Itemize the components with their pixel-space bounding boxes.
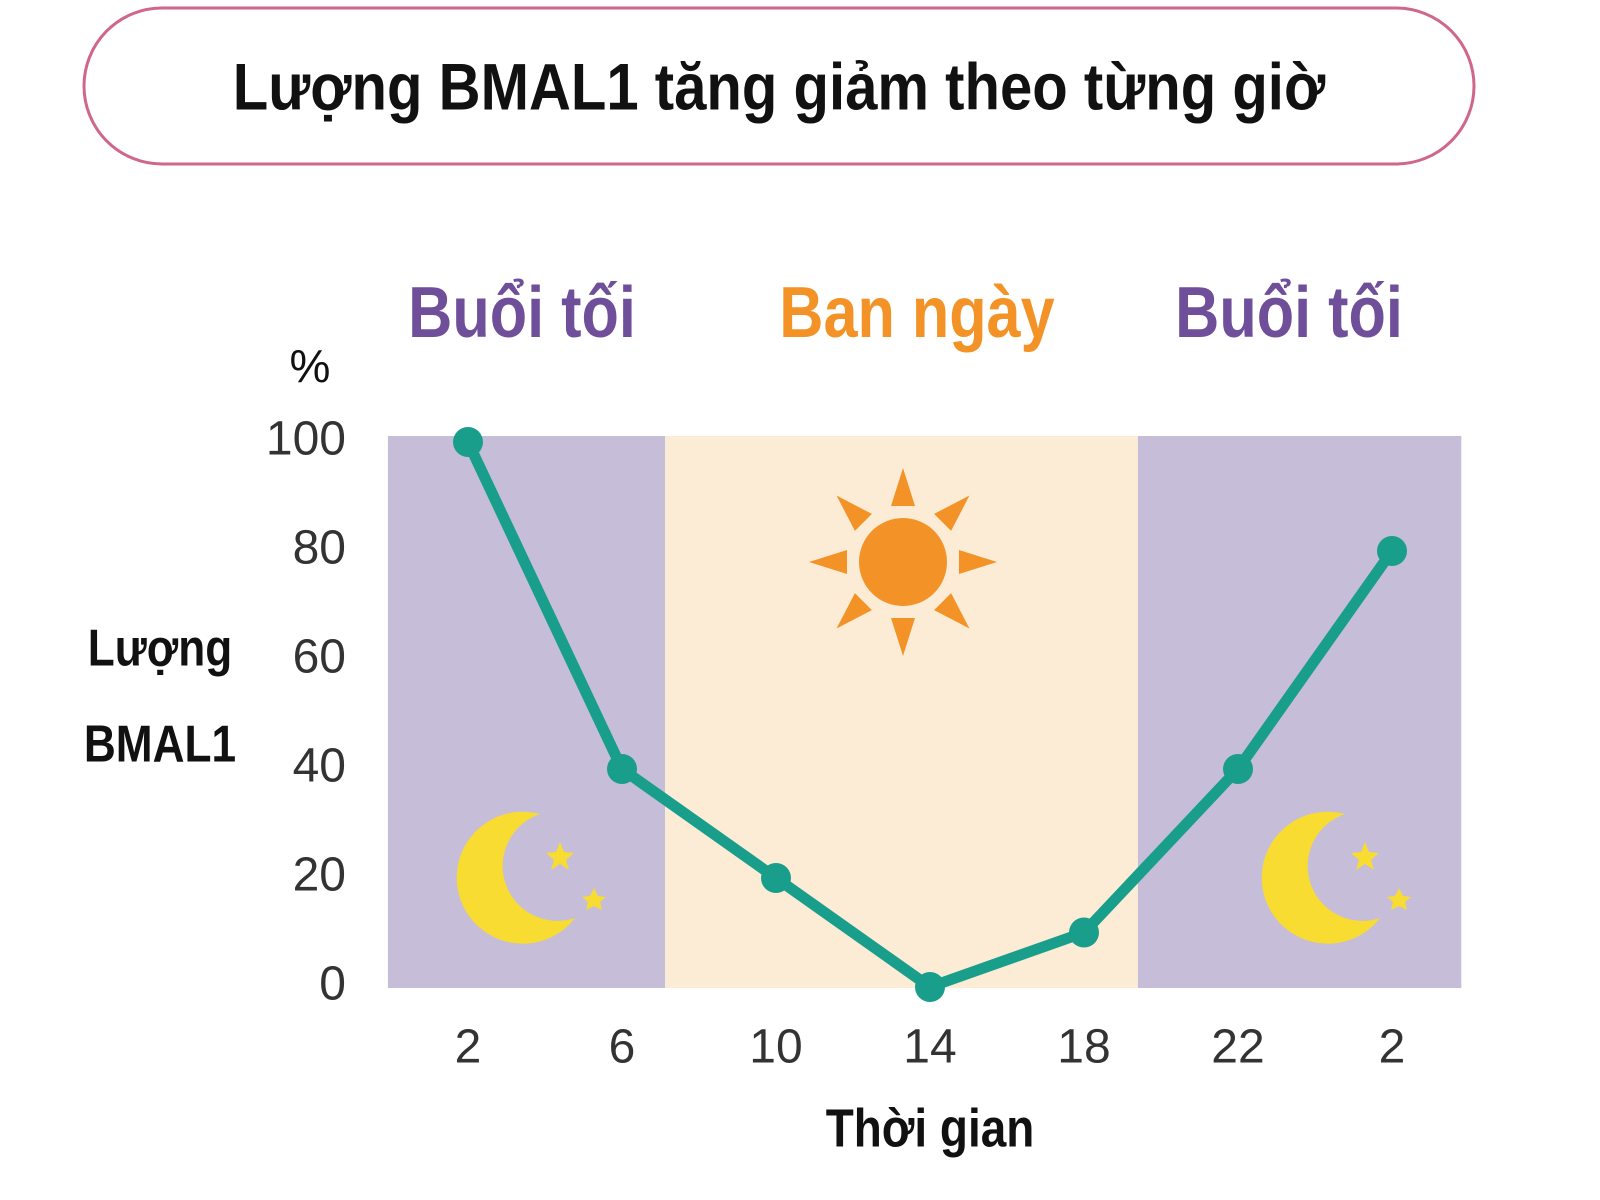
x-tick-label: 22 [1211, 1021, 1264, 1074]
moon-icon [456, 811, 606, 944]
x-tick-label: 2 [455, 1021, 482, 1074]
data-point [915, 972, 945, 1002]
y-tick-label: 80 [293, 522, 346, 575]
y-axis-label: BMAL1 [84, 715, 236, 773]
y-tick-label: 0 [319, 958, 346, 1011]
decorations [456, 468, 1411, 944]
x-axis-label: Thời gian [826, 1098, 1035, 1158]
y-tick-label: 60 [293, 631, 346, 684]
y-unit: % [290, 340, 331, 392]
x-tick-label: 10 [749, 1021, 802, 1074]
y-axis-label: Lượng [88, 619, 232, 677]
band-label: Buổi tối [408, 273, 636, 353]
data-point [607, 754, 637, 784]
x-tick-label: 18 [1057, 1021, 1110, 1074]
data-point [1223, 754, 1253, 784]
moon-icon [1261, 811, 1411, 944]
x-tick-label: 14 [903, 1021, 956, 1074]
chart-title: Lượng BMAL1 tăng giảm theo từng giờ [233, 51, 1326, 124]
sun-icon [809, 468, 997, 656]
data-point [761, 863, 791, 893]
x-tick-label: 6 [609, 1021, 636, 1074]
band-label: Buổi tối [1175, 273, 1403, 353]
bands [387, 436, 1462, 988]
band [387, 436, 666, 988]
data-point [453, 427, 483, 457]
y-tick-label: 100 [266, 413, 346, 466]
title-frame [82, 6, 1476, 166]
data-point [1377, 536, 1407, 566]
x-tick-label: 2 [1379, 1021, 1406, 1074]
data-point [1069, 917, 1099, 948]
band-label: Ban ngày [779, 273, 1054, 353]
y-tick-label: 20 [293, 849, 346, 902]
y-tick-label: 40 [293, 740, 346, 793]
